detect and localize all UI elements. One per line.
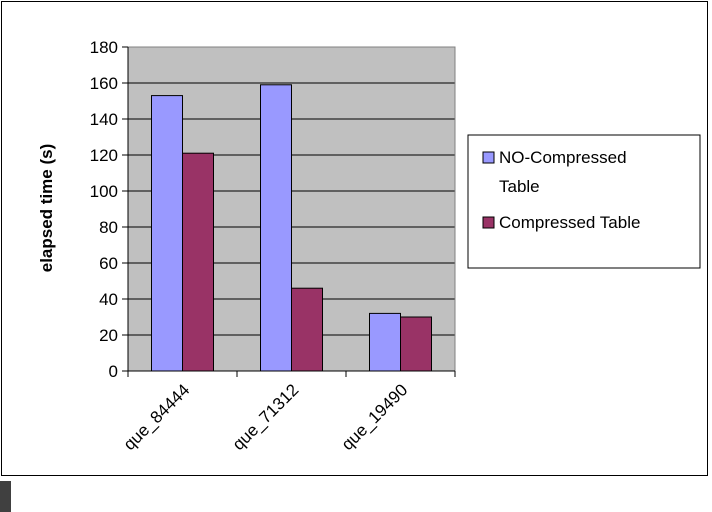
bar-compressed <box>400 316 432 372</box>
legend-swatch-compressed <box>482 216 495 229</box>
y-tick-label: 0 <box>109 362 118 381</box>
corner-mark <box>0 481 11 512</box>
y-tick-label: 60 <box>99 254 118 273</box>
y-tick-labels: 0 20 40 60 80 100 120 140 160 180 <box>90 38 118 381</box>
legend-label-compressed: Compressed Table <box>499 213 640 232</box>
bar-compressed <box>182 152 214 372</box>
legend-label-no-compressed-line2: Table <box>499 177 540 196</box>
y-tick-label: 40 <box>99 290 118 309</box>
legend-swatch-no-compressed <box>482 151 495 164</box>
y-tick-label: 140 <box>90 110 118 129</box>
y-tick-label: 120 <box>90 146 118 165</box>
legend: NO-Compressed Table Compressed Table <box>467 134 701 269</box>
plot-area <box>127 46 456 372</box>
bar-no-compressed <box>260 84 292 372</box>
legend-label-no-compressed-line1: NO-Compressed <box>499 148 627 167</box>
legend-box <box>467 134 701 269</box>
axes <box>122 46 456 377</box>
bars <box>151 84 432 372</box>
bar-no-compressed <box>369 312 401 372</box>
y-tick-label: 100 <box>90 182 118 201</box>
bar-compressed <box>291 287 323 372</box>
y-tick-label: 160 <box>90 74 118 93</box>
bar-no-compressed <box>151 95 183 372</box>
y-tick-label: 80 <box>99 218 118 237</box>
y-axis-title: elapsed time (s) <box>37 144 56 273</box>
y-tick-label: 180 <box>90 38 118 57</box>
y-tick-label: 20 <box>99 326 118 345</box>
